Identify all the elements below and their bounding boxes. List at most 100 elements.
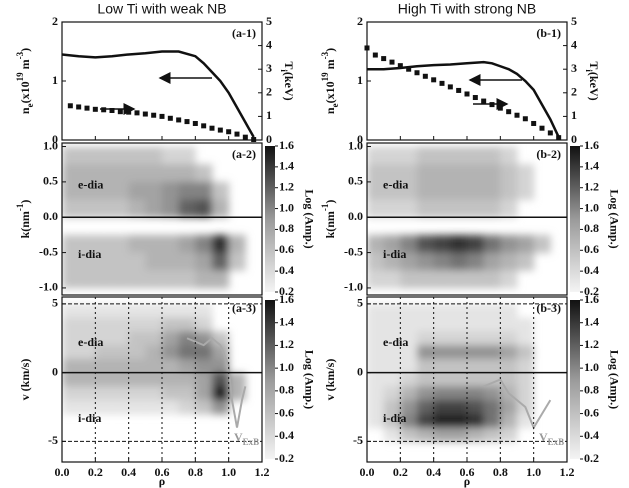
heat-cell [195, 303, 213, 319]
y-tick-label: 2 [357, 14, 363, 28]
heat-cell [112, 345, 130, 360]
heat-cell [433, 386, 451, 401]
colorbar-tick-label: 0.6 [584, 242, 599, 256]
heat-cell [417, 386, 435, 401]
heat-cell [95, 199, 113, 218]
heat-cell [62, 317, 80, 332]
colorbar-tick-label: 0.8 [584, 383, 599, 397]
heat-cell [62, 400, 80, 415]
y-tick-label: 1.0 [43, 138, 58, 152]
colorbar-tick-label: 1.6 [584, 138, 599, 152]
y-tick-label: 1.0 [348, 138, 363, 152]
heat-cell [383, 372, 401, 387]
heat-cell [228, 252, 246, 271]
region-label: e-dia [383, 335, 408, 349]
label-part: k(nm [18, 211, 32, 238]
heat-cell [500, 413, 518, 429]
heat-cell [467, 331, 485, 346]
heatmap [62, 146, 246, 289]
heat-cell [500, 234, 518, 254]
label-part: m [323, 59, 337, 72]
heat-cell [112, 199, 130, 218]
heat-cell [62, 372, 80, 387]
heat-cell [450, 372, 468, 387]
heat-cell [112, 181, 130, 201]
heat-cell [467, 146, 485, 165]
heat-cell [212, 252, 230, 271]
heat-cell [517, 358, 535, 374]
colorbar-tick-label: 1.6 [279, 138, 294, 152]
heat-cell [178, 234, 196, 254]
heat-cell [112, 331, 130, 346]
y2-tick-label: 1 [266, 108, 272, 122]
y-tick-label: 5 [357, 296, 363, 310]
heat-cell [417, 164, 435, 183]
marker [547, 130, 553, 136]
heat-cell [62, 270, 80, 289]
heat-cell [212, 358, 230, 374]
heat-cell [450, 427, 468, 442]
heat-cell [145, 386, 163, 401]
label-part: -1 [15, 203, 25, 211]
x-axis-label: ρ [159, 474, 165, 488]
marker [176, 117, 182, 123]
heat-cell [95, 331, 113, 346]
heat-cell [417, 358, 435, 374]
heat-cell [178, 317, 196, 332]
heat-cell [500, 358, 518, 374]
heat-cell [178, 146, 196, 165]
colorbar-label: Log (Amp.) [607, 350, 621, 409]
heat-cell [500, 252, 518, 271]
heat-cell [195, 358, 213, 374]
heat-cell [195, 234, 213, 254]
heat-cell [95, 181, 113, 201]
colorbar-tick-label: 0.4 [584, 428, 599, 442]
y2-tick-label: 1 [571, 108, 577, 122]
y-axis-label: ne(x1019 m-3) [320, 48, 340, 114]
colorbar-tick-label: 0.2 [584, 451, 599, 465]
heat-cell [228, 234, 246, 254]
heat-cell [467, 413, 485, 429]
colorbar-tick-label: 0.2 [584, 284, 599, 298]
heat-cell [112, 386, 130, 401]
heat-cell [162, 358, 180, 374]
heat-cell [367, 252, 385, 271]
marker [372, 52, 378, 58]
y-tick-label: 0.5 [348, 174, 363, 188]
plot-frame [366, 142, 568, 296]
heat-cell [162, 400, 180, 415]
y-tick-label: -5 [353, 433, 363, 447]
heat-cell [145, 358, 163, 374]
colorbar-tick-label: 1.2 [584, 179, 599, 193]
heat-cell [212, 270, 230, 289]
y-tick-label: 0 [52, 132, 58, 146]
heat-cell [367, 400, 385, 415]
x-tick-label: 0.2 [393, 465, 408, 479]
panel-label: (b-2) [536, 147, 561, 161]
label-part: k(nm [323, 211, 337, 238]
heat-cell [95, 345, 113, 360]
y2-tick-label: 3 [266, 61, 272, 75]
heat-cell [383, 386, 401, 401]
heatmap-cells [367, 146, 551, 289]
y2-axis-label: Ti(keV) [584, 61, 601, 100]
heat-cell [78, 199, 96, 218]
heat-cell [145, 270, 163, 289]
colorbar-tick-label: 0.6 [279, 242, 294, 256]
heat-cell [500, 146, 518, 165]
heat-cell [450, 234, 468, 254]
marker [117, 109, 123, 115]
heat-cell [367, 345, 385, 360]
label-part: v (km/s) [18, 359, 32, 401]
y-tick-label: 0 [357, 364, 363, 378]
heat-cell [467, 386, 485, 401]
heat-cell [450, 386, 468, 401]
heat-cell [433, 199, 451, 218]
heat-cell [162, 270, 180, 289]
marker [242, 134, 248, 140]
heat-cell [500, 427, 518, 442]
heat-cell [367, 303, 385, 319]
heat-cell [367, 270, 385, 289]
heat-cell [162, 303, 180, 319]
